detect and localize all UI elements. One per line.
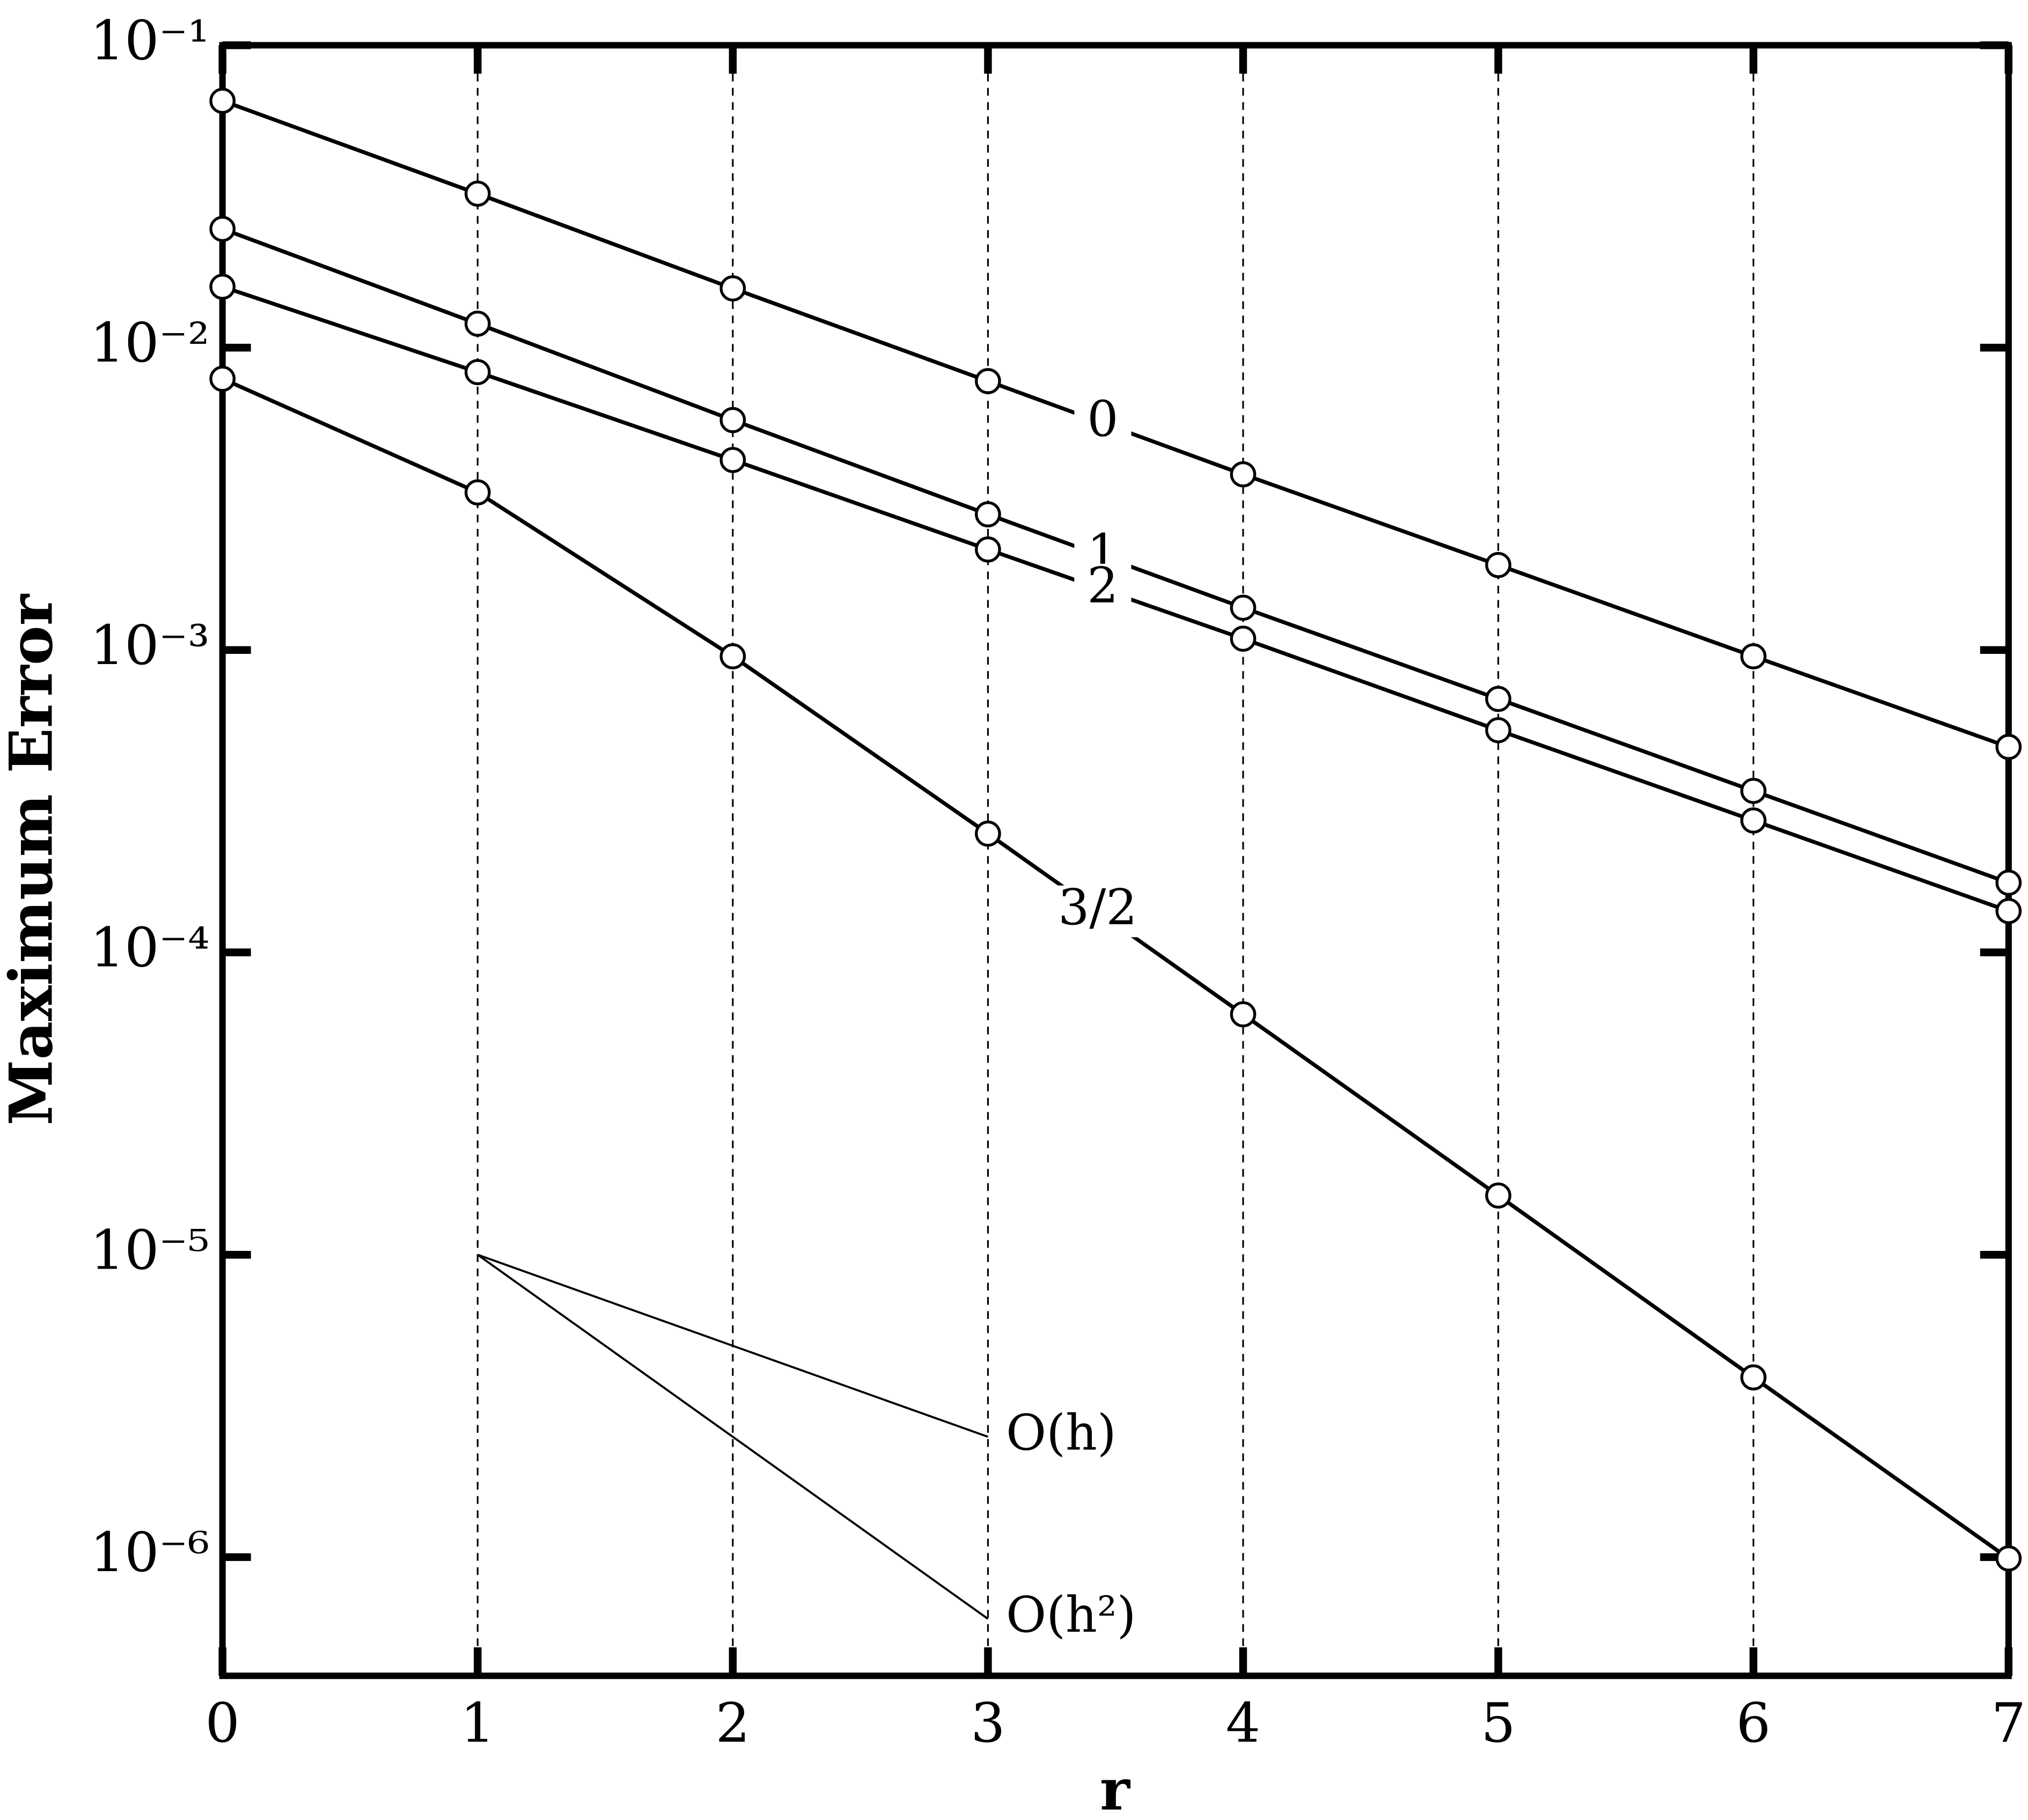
x-tick-label: 1	[460, 1691, 495, 1755]
marker	[975, 820, 1001, 847]
marker	[1485, 717, 1511, 743]
marker	[1230, 625, 1257, 652]
marker	[1995, 734, 2022, 760]
x-axis-label: r	[1100, 1757, 1130, 1820]
plot-frame	[219, 42, 2012, 1679]
y-tick-label: 10⁻³	[90, 614, 210, 677]
y-tick-label: 10⁻⁴	[90, 916, 210, 979]
series-label: 2	[1087, 557, 1118, 614]
y-axis-label: Maximum Error	[0, 593, 66, 1125]
marker	[1995, 898, 2022, 924]
marker	[1740, 778, 1767, 804]
marker	[1230, 461, 1257, 488]
marker	[209, 216, 236, 242]
marker	[1230, 1001, 1257, 1028]
y-tick-label: 10⁻¹	[90, 9, 210, 72]
marker	[209, 365, 236, 392]
label-knockout	[1074, 397, 1131, 449]
marker	[975, 536, 1001, 563]
reference-line	[477, 1254, 989, 1620]
label-knockout	[1074, 564, 1131, 616]
marker	[464, 180, 491, 207]
reference-line	[477, 1254, 989, 1438]
marker	[209, 87, 236, 114]
marker	[1995, 1545, 2022, 1572]
marker	[975, 368, 1001, 394]
marker	[719, 643, 746, 669]
x-tick-label: 0	[205, 1691, 239, 1755]
label-knockout	[1038, 885, 1157, 938]
x-tick-label: 7	[1992, 1691, 2026, 1755]
y-tick-label: 10⁻⁶	[90, 1521, 210, 1584]
marker	[1740, 807, 1767, 834]
marker	[719, 407, 746, 433]
marker	[975, 501, 1001, 528]
x-tick-label: 3	[971, 1691, 1005, 1755]
marker	[1485, 686, 1511, 712]
x-tick-label: 2	[716, 1691, 750, 1755]
marker	[1740, 643, 1767, 669]
marker	[1740, 1364, 1767, 1391]
x-tick-label: 6	[1736, 1691, 1770, 1755]
series-label: 3/2	[1058, 879, 1137, 936]
marker	[1485, 552, 1511, 578]
x-tick-label: 4	[1226, 1691, 1260, 1755]
y-tick-label: 10⁻⁵	[90, 1218, 210, 1281]
reference-label: O(h²)	[1006, 1586, 1136, 1644]
marker	[209, 274, 236, 300]
marker	[464, 479, 491, 506]
x-tick-label: 5	[1481, 1691, 1515, 1755]
y-tick-label: 10⁻²	[90, 311, 210, 374]
marker	[1230, 594, 1257, 621]
marker	[719, 447, 746, 473]
reference-label: O(h)	[1006, 1404, 1116, 1461]
marker	[1995, 870, 2022, 896]
series-label: 0	[1087, 390, 1118, 448]
marker	[1485, 1182, 1511, 1209]
marker	[464, 359, 491, 386]
marker	[464, 311, 491, 337]
marker	[719, 275, 746, 302]
